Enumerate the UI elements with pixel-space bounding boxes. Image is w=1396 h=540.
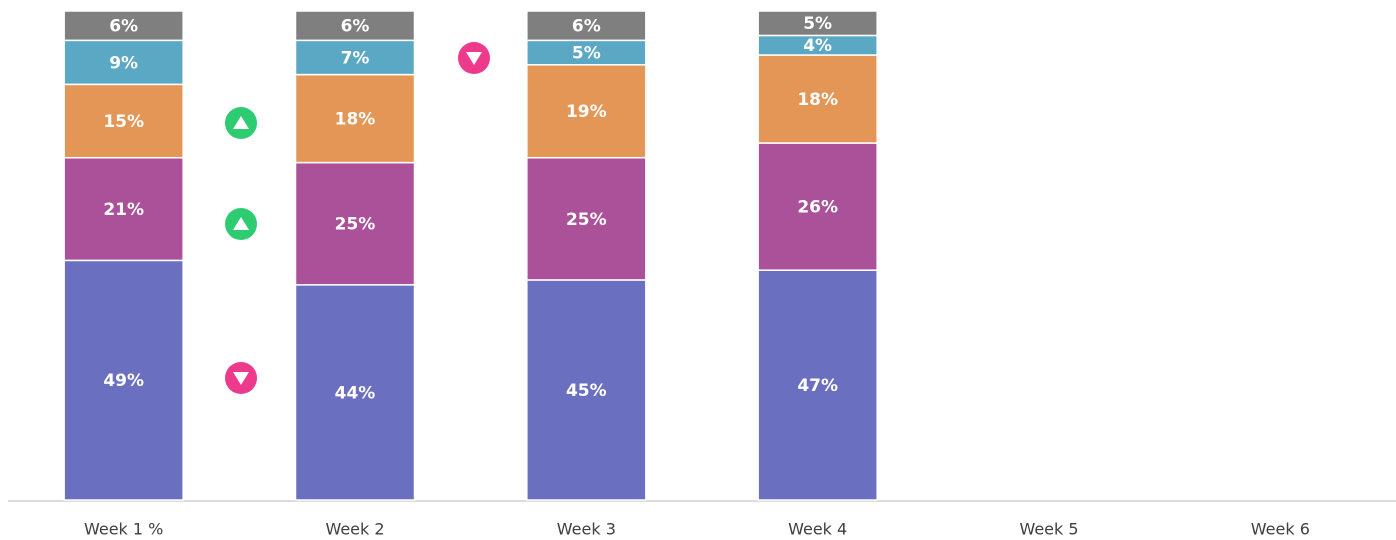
value-label: 7% — [341, 48, 370, 68]
bar-segment — [526, 39, 647, 66]
bar-segment — [63, 259, 184, 501]
bar-segment — [294, 10, 416, 42]
x-tick-label: Week 4 — [788, 520, 847, 539]
value-label: 47% — [797, 376, 838, 396]
value-label: 26% — [797, 198, 838, 218]
value-label: 49% — [103, 371, 144, 391]
bar-segment — [294, 73, 416, 164]
value-label: 21% — [103, 200, 144, 220]
value-label: 9% — [109, 53, 138, 73]
bar-segment — [63, 10, 184, 42]
bar-segment — [526, 64, 647, 159]
x-tick-label: Week 3 — [557, 520, 616, 539]
bar-segment — [757, 10, 878, 37]
value-label: 5% — [803, 14, 832, 34]
value-label: 18% — [335, 110, 376, 130]
value-label: 6% — [572, 17, 601, 37]
value-label: 45% — [566, 381, 607, 401]
value-label: 44% — [335, 383, 376, 403]
x-tick-label: Week 6 — [1251, 520, 1310, 539]
up-indicator — [225, 208, 257, 240]
value-label: 25% — [335, 215, 376, 235]
value-label: 5% — [572, 44, 601, 64]
bar-segment — [526, 279, 647, 501]
value-label: 25% — [566, 210, 607, 230]
bar-segment — [63, 156, 184, 262]
bar-segment — [757, 269, 878, 501]
bar-segment — [294, 39, 416, 76]
bar-segment — [757, 54, 878, 144]
bar-segment — [526, 10, 647, 42]
x-tick-label: Week 5 — [1019, 520, 1078, 539]
value-label: 18% — [797, 90, 838, 110]
bar-segment — [294, 284, 416, 501]
bar-segment — [294, 161, 416, 286]
x-tick-label: Week 2 — [325, 520, 384, 539]
up-indicator — [225, 107, 257, 139]
bar-segment — [757, 142, 878, 271]
value-label: 15% — [103, 112, 144, 132]
value-label: 6% — [109, 17, 138, 37]
value-label: 19% — [566, 102, 607, 122]
value-label: 4% — [803, 36, 832, 56]
bar-segment — [526, 156, 647, 281]
value-label: 6% — [341, 17, 370, 37]
x-tick-label: Week 1 % — [84, 520, 163, 539]
down-indicator — [225, 362, 257, 394]
down-indicator — [458, 42, 490, 74]
